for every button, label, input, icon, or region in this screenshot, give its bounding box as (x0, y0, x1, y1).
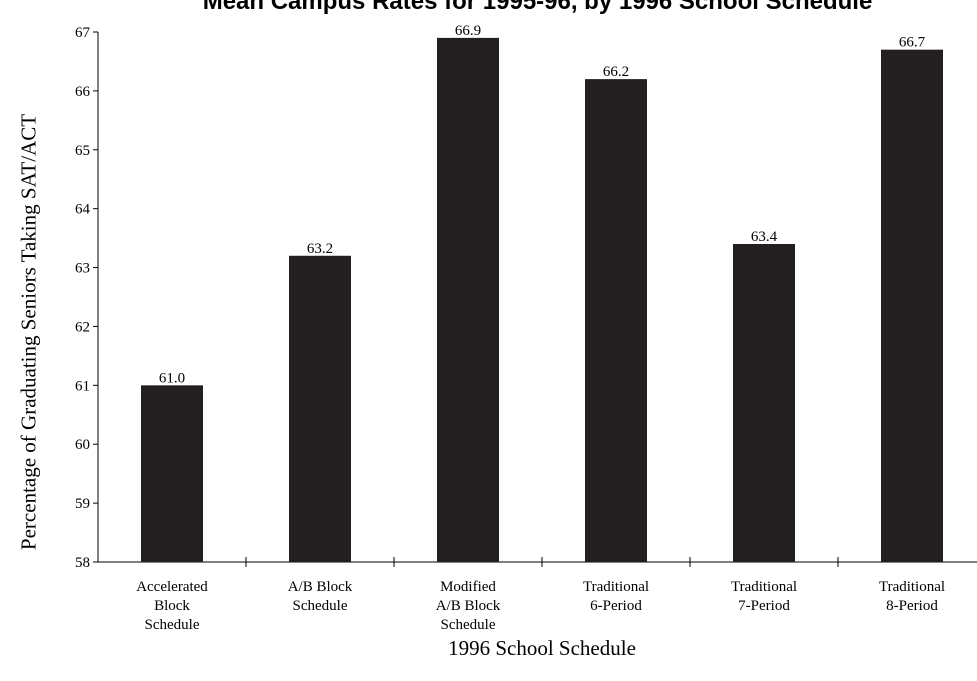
bar (141, 385, 203, 562)
bar-value-label: 66.7 (899, 35, 926, 51)
x-category-label: Accelerated Block Schedule (136, 579, 208, 633)
x-category-label: Traditional 6-Period (582, 579, 650, 614)
bar (437, 37, 499, 562)
y-tick-label: 58 (75, 555, 90, 571)
bar (733, 244, 795, 562)
bar-value-label: 66.2 (603, 64, 629, 80)
y-tick-label: 62 (75, 319, 90, 335)
bar-value-label: 66.9 (455, 23, 481, 39)
y-tick-label: 63 (75, 261, 90, 277)
y-tick-label: 65 (75, 143, 90, 159)
bar-value-label: 63.4 (751, 229, 778, 245)
y-tick-label: 66 (75, 84, 91, 100)
y-tick-label: 61 (75, 378, 90, 394)
y-tick-label: 64 (75, 202, 91, 218)
y-tick-label: 60 (75, 437, 90, 453)
x-category-label: A/B Block Schedule (287, 579, 353, 614)
bar-value-label: 63.2 (307, 241, 333, 257)
x-category-label: Modified A/B Block Schedule (435, 579, 501, 633)
y-tick-label: 59 (75, 496, 90, 512)
x-category-label: Traditional 7-Period (730, 579, 798, 614)
bar-value-label: 61.0 (159, 370, 185, 386)
x-category-label: Traditional 8-Period (878, 579, 946, 614)
bar (289, 255, 351, 562)
y-tick-label: 67 (75, 25, 91, 41)
bar (585, 79, 647, 562)
chart-title: Mean Campus Rates for 1995-96, by 1996 S… (202, 0, 873, 15)
bar (881, 49, 943, 562)
x-axis-title: 1996 School Schedule (448, 636, 636, 660)
